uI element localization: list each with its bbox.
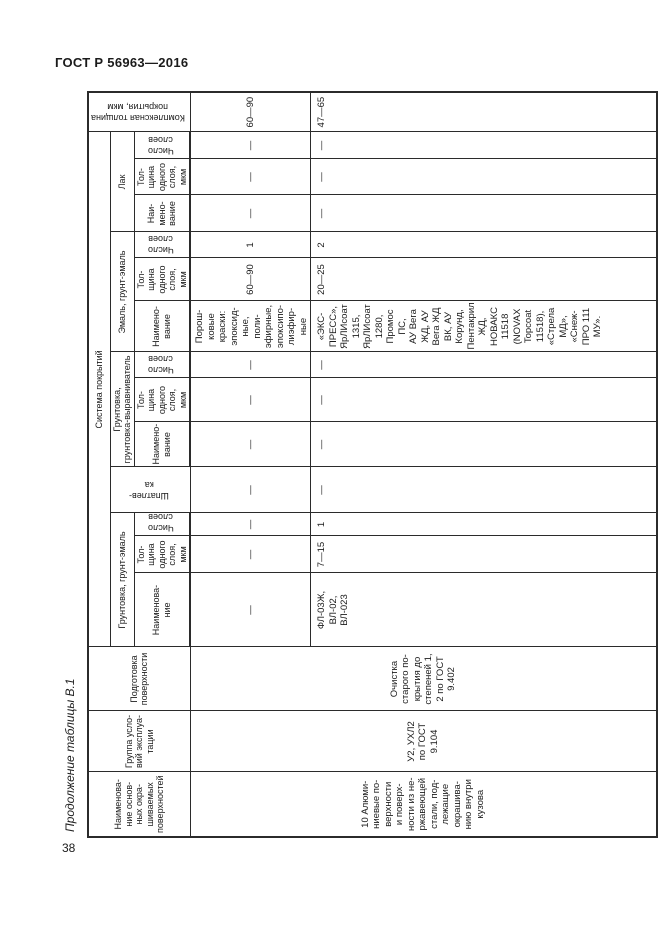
cell-service-group: У2, УХЛ2 по ГОСТ 9.104 [190,711,657,772]
cell-r1-primer-name: — [190,573,311,647]
cell-surface-prep: Очистка старого по- крытия до степеней 1… [190,647,657,711]
cell-r2-lacquer-thickness: — [310,159,657,195]
header-primer-group: Грунтовка, грунт-эмаль [110,513,134,647]
cell-r1-leveler-thickness: — [190,378,311,422]
cell-r2-enamel-thickness: 20—25 [310,258,657,301]
cell-r2-lacquer-layers: — [310,131,657,159]
vertical-text: Число слоев [147,513,174,534]
header-leveler-group: Грунтовка, грунтовка-выравниватель [110,352,134,467]
header-leveler-thickness: Тол- щина одного слоя, мкм [134,378,190,422]
cell-r2-primer-thickness: 7—15 [310,536,657,573]
vertical-text: Шпатлев- ка [128,480,169,501]
header-lacquer-name: Наи- мено- вание [134,195,190,232]
cell-r2-leveler-layers: — [310,352,657,378]
cell-r2-primer-name: ФЛ-03Ж, ВЛ-02, ВЛ-023 [310,573,657,647]
header-primer-layers: Число слоев [134,513,190,536]
header-complex-thickness: Комплексная толщина покрытия, мкм [88,91,190,132]
coating-systems-table: Наименова- ние основ- ных окра- шиваемых… [87,90,658,838]
cell-r1-primer-thickness: — [190,536,311,573]
header-enamel-layers: Число слоев [134,232,190,258]
cell-r1-enamel-layers: 1 [190,232,311,258]
header-lacquer-thickness: Тол- щина одного слоя, мкм [134,159,190,195]
header-enamel-group: Эмаль, грунт-эмаль [110,232,134,352]
vertical-text: Число слоев [147,234,174,256]
cell-r1-enamel-name: Порош- ковые краски: эпоксид- ные, поли-… [190,301,311,352]
standard-reference: ГОСТ Р 56963—2016 [55,55,189,70]
header-primer-name: Наименова- ние [134,573,190,647]
cell-r1-leveler-name: — [190,422,311,467]
header-leveler-name: Наимено- вание [134,422,190,467]
header-enamel-thickness: Тол- щина одного слоя, мкм [134,258,190,301]
cell-r1-complex-thickness: 60—90 [190,91,311,132]
table-caption: Продолжение таблицы В.1 [63,678,77,832]
vertical-text: Число слоев [147,354,174,376]
cell-surface-name: 10 Алюми- ниевые по- верхности и поверх-… [190,772,657,837]
header-enamel-name: Наимено- вание [134,301,190,352]
header-service-group: Группа усло- вий эксплуа- тации [88,711,190,772]
vertical-text: Комплексная толщина покрытия, мкм [91,102,185,124]
cell-r2-lacquer-name: — [310,195,657,232]
cell-r2-leveler-thickness: — [310,378,657,422]
cell-r1-lacquer-layers: — [190,131,311,159]
cell-r2-putty: — [310,467,657,513]
header-leveler-layers: Число слоев [134,352,190,378]
header-lacquer-layers: Число слоев [134,131,190,159]
cell-r2-primer-layers: 1 [310,513,657,536]
cell-r1-enamel-thickness: 60—90 [190,258,311,301]
page-number: 38 [62,841,76,855]
header-putty: Шпатлев- ка [110,467,190,513]
cell-r2-enamel-name: «ЭКС- ПРЕСС», ЯрЛИсоат 1315, ЯрЛИсоат 12… [310,301,657,352]
cell-r1-lacquer-name: — [190,195,311,232]
header-coating-system: Система покрытий [88,131,110,647]
cell-r1-primer-layers: — [190,513,311,536]
cell-r1-lacquer-thickness: — [190,159,311,195]
rotated-table-layer: Продолжение таблицы В.1 Наименова- ние о… [62,90,658,838]
header-surface-prep: Подготовка поверхности [88,647,190,711]
cell-r1-putty: — [190,467,311,513]
cell-r2-leveler-name: — [310,422,657,467]
cell-r2-complex-thickness: 47—65 [310,91,657,132]
cell-r1-leveler-layers: — [190,352,311,378]
header-surface-name: Наименова- ние основ- ных окра- шиваемых… [88,772,190,837]
header-lacquer-group: Лак [110,131,134,232]
vertical-text: Число слоев [147,135,174,157]
header-primer-thickness: Тол- щина одного слоя, мкм [134,536,190,573]
cell-r2-enamel-layers: 2 [310,232,657,258]
